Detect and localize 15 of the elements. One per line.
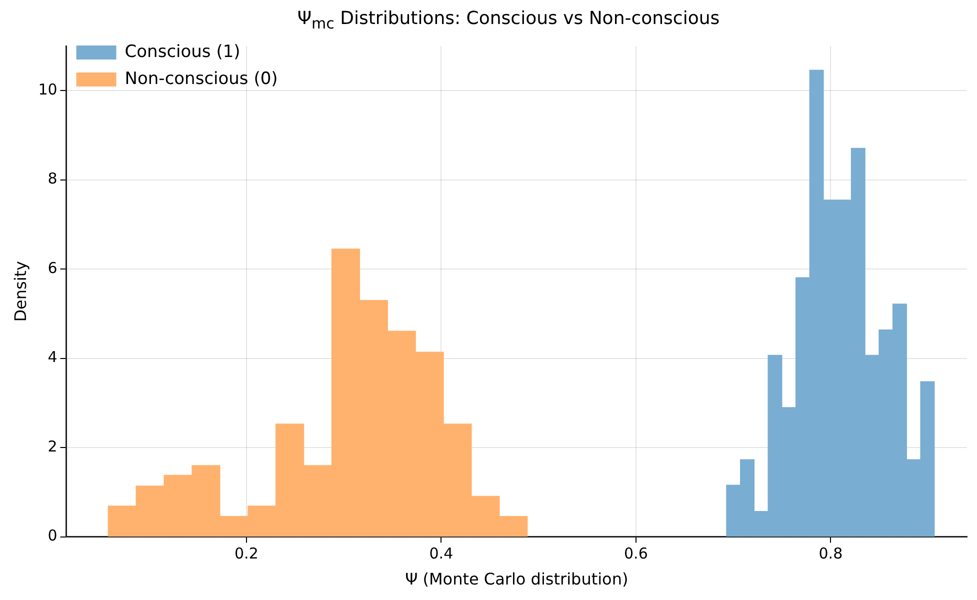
x-tick-label: 0.4	[429, 544, 454, 563]
chart-title: Ψ$_{mc}$ Distributions: Conscious vs Non-conscious	[296, 8, 721, 34]
y-tick-label: 6	[48, 258, 58, 277]
y-tick-label: 4	[48, 348, 58, 366]
y-tick-label: 10	[38, 80, 58, 99]
y-tick-label: 2	[48, 437, 58, 456]
y-tick-label: 8	[48, 170, 58, 188]
x-tick-label: 0.2	[234, 544, 258, 563]
x-axis-title: Ψ (Monte Carlo distribution)	[405, 570, 628, 589]
legend-label: Conscious (1)	[124, 42, 240, 62]
x-tick-label: 0.8	[818, 544, 843, 563]
x-tick-label: 0.6	[624, 544, 648, 563]
y-axis-title: Density	[10, 260, 30, 322]
y-tick-label: 0	[48, 526, 58, 545]
legend-label: Non-conscious (0)	[124, 68, 278, 89]
